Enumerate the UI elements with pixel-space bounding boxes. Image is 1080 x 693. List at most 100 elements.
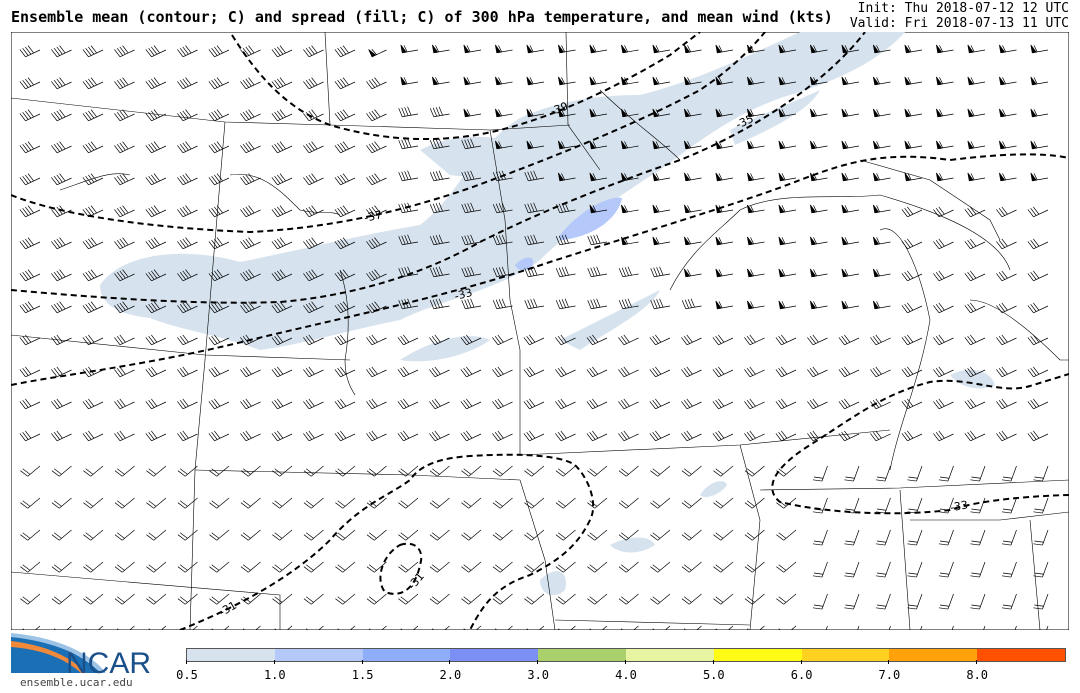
wind-barb <box>618 398 639 410</box>
wind-barb <box>208 141 230 154</box>
wind-barb <box>274 625 293 630</box>
wind-barb <box>495 108 513 118</box>
wind-barb <box>589 140 608 150</box>
wind-barb <box>523 398 545 410</box>
wind-barb <box>397 430 419 442</box>
wind-barb <box>936 140 954 150</box>
wind-barb <box>778 236 797 246</box>
colorbar-tick-label: 6.0 <box>790 668 813 682</box>
wind-barb <box>429 298 450 310</box>
colorbar-tick-label: 0.5 <box>176 668 198 682</box>
wind-barb <box>967 172 986 182</box>
contour-minus35 <box>11 32 866 304</box>
wind-barb <box>19 398 41 410</box>
wind-barb <box>713 529 734 541</box>
wind-barb <box>681 398 702 410</box>
wind-barb <box>904 76 923 86</box>
wind-barb <box>744 593 765 605</box>
colorbar-tickmark <box>625 660 626 664</box>
wind-barb <box>526 76 545 86</box>
wind-barb <box>461 266 482 278</box>
wind-barb <box>964 398 986 410</box>
wind-barb <box>681 465 702 477</box>
wind-barb <box>524 593 545 605</box>
wind-barb <box>429 593 450 605</box>
wind-barb <box>1030 108 1049 118</box>
wind-barb <box>303 334 324 346</box>
wind-barb <box>334 77 356 90</box>
wind-barb <box>715 625 734 630</box>
wind-barb <box>524 497 545 509</box>
wind-barb <box>398 593 419 605</box>
wind-barb <box>240 398 261 410</box>
wind-barb <box>1027 430 1049 442</box>
chart-title: Ensemble mean (contour; C) and spread (f… <box>11 8 833 26</box>
wind-barb <box>555 234 576 246</box>
wind-barb <box>117 625 135 630</box>
wind-barb <box>240 269 261 282</box>
wind-barb <box>492 234 513 246</box>
wind-barb <box>747 204 765 214</box>
wind-barb <box>526 108 545 118</box>
valid-time: Valid: Fri 2018-07-13 11 UTC <box>849 16 1069 31</box>
wind-barb <box>778 44 797 54</box>
wind-barb <box>461 561 482 573</box>
wind-barb <box>398 465 419 477</box>
wind-barb <box>778 204 797 214</box>
wind-barb <box>1010 625 1017 630</box>
wind-barb <box>460 398 482 410</box>
wind-barb <box>996 398 1017 410</box>
wind-barb <box>51 334 72 346</box>
wind-barb <box>901 270 923 282</box>
wind-barb <box>429 497 450 509</box>
wind-barb <box>838 334 860 346</box>
wind-barb <box>429 334 450 346</box>
wind-barb <box>177 301 198 314</box>
contour-minus37 <box>11 32 766 234</box>
wind-barb <box>366 237 387 250</box>
wind-barb <box>461 234 482 246</box>
wind-barb <box>397 334 419 346</box>
wind-barb <box>82 301 104 314</box>
wind-barb <box>366 109 387 122</box>
wind-barb <box>999 172 1017 182</box>
wind-barb <box>19 77 41 90</box>
wind-barb <box>19 334 41 346</box>
wind-barb <box>1027 366 1049 378</box>
wind-barb <box>114 593 135 605</box>
wind-barb <box>366 334 387 346</box>
wind-barb <box>1030 44 1049 54</box>
wind-barb <box>901 302 923 314</box>
wind-barb <box>810 140 828 150</box>
colorbar-tick-label: 1.0 <box>263 668 286 682</box>
wind-barb <box>495 76 513 86</box>
wind-barb <box>208 269 230 282</box>
wind-barb <box>429 398 450 410</box>
wind-barb <box>618 529 639 541</box>
wind-barb <box>1030 172 1049 182</box>
wind-barb <box>778 625 797 630</box>
wind-barb <box>586 430 608 442</box>
wind-barb <box>145 301 167 314</box>
wind-barb <box>618 334 639 346</box>
wind-barb <box>907 561 923 578</box>
wind-barb <box>652 625 671 630</box>
wind-barb <box>870 366 891 378</box>
wind-barb <box>555 561 576 573</box>
wind-barb <box>776 561 797 573</box>
wind-barb <box>20 561 41 573</box>
wind-barb <box>51 465 72 477</box>
wind-barb <box>901 366 923 378</box>
wind-barb <box>51 45 72 58</box>
wind-barb <box>873 300 891 310</box>
wind-barb <box>335 497 356 509</box>
wind-barb <box>492 497 513 509</box>
wind-barb <box>526 140 545 150</box>
wind-barb <box>618 465 639 477</box>
wind-barb <box>587 561 608 573</box>
wind-barb <box>996 302 1017 314</box>
wind-barb <box>397 398 419 410</box>
wind-barb <box>875 497 891 514</box>
wind-barb <box>271 237 293 250</box>
wind-barb <box>240 497 261 509</box>
